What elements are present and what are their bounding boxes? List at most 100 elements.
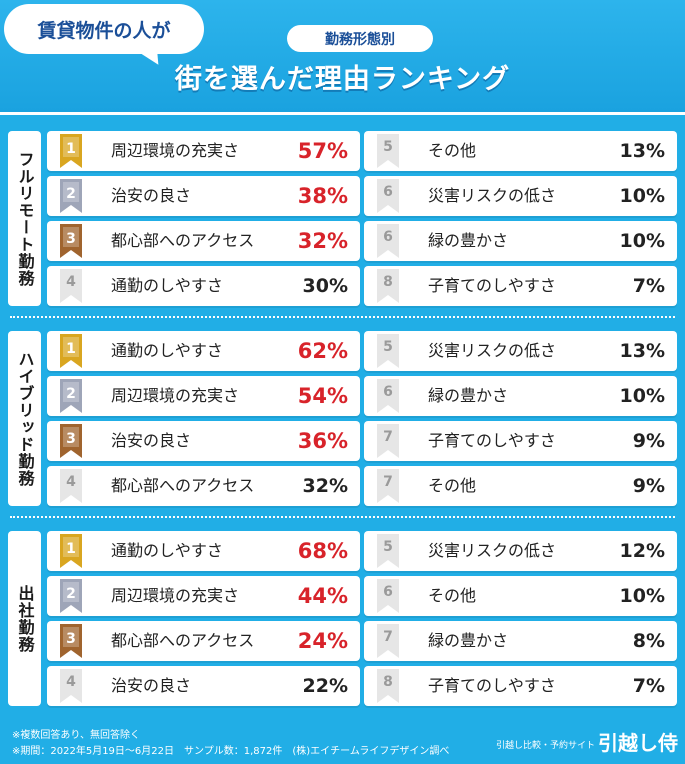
rank-number: 6 — [383, 184, 393, 200]
rank-number: 7 — [383, 474, 393, 490]
ranking-row: 2 治安の良さ 38% — [47, 176, 360, 216]
percentage-value: 10 — [619, 385, 646, 407]
group-label: ハイブリッド勤務 — [15, 350, 35, 487]
reason-percentage: 10% — [620, 176, 666, 216]
reason-percentage: 36% — [298, 421, 348, 461]
rank-number: 1 — [66, 141, 76, 157]
rank-number: 4 — [66, 674, 76, 690]
ranking-row: 3 都心部へのアクセス 24% — [47, 621, 360, 661]
rank-ribbon-icon: 4 — [60, 269, 82, 303]
percentage-value: 57 — [297, 139, 327, 163]
reason-label: 治安の良さ — [111, 186, 192, 205]
rank-medal-icon: 1 — [60, 134, 82, 168]
percentage-unit: % — [326, 539, 348, 563]
reason-percentage: 32% — [303, 466, 349, 506]
percentage-value: 10 — [619, 585, 646, 607]
reason-percentage: 9% — [633, 466, 665, 506]
reason-percentage: 44% — [298, 576, 348, 616]
rank-number: 5 — [383, 139, 393, 155]
footer-note-1: ※複数回答あり、無回答除く — [12, 730, 140, 741]
reason-label: 緑の豊かさ — [428, 231, 509, 250]
reason-label: 通勤のしやすさ — [111, 276, 223, 295]
group-label-box: ハイブリッド勤務 — [8, 331, 41, 506]
percentage-value: 12 — [619, 540, 646, 562]
reason-label: 周辺環境の充実さ — [111, 141, 240, 160]
rank-number: 4 — [66, 274, 76, 290]
percentage-value: 13 — [619, 140, 646, 162]
brand-tagline: 引越し比較・予約サイト — [496, 741, 596, 751]
reason-percentage: 8% — [633, 621, 665, 661]
ranking-row: 6 緑の豊かさ 10% — [364, 376, 677, 416]
percentage-value: 36 — [297, 429, 327, 453]
percentage-value: 30 — [302, 275, 329, 297]
subtitle-pill: 勤務形態別 — [287, 25, 433, 52]
percentage-unit: % — [326, 139, 348, 163]
rank-number: 8 — [383, 674, 393, 690]
reason-label: 緑の豊かさ — [428, 631, 509, 650]
reason-percentage: 38% — [298, 176, 348, 216]
reason-percentage: 10% — [620, 221, 666, 261]
percentage-unit: % — [326, 229, 348, 253]
percentage-value: 7 — [632, 675, 646, 697]
percentage-value: 8 — [632, 630, 646, 652]
rank-number: 7 — [383, 429, 393, 445]
ranking-row: 6 その他 10% — [364, 576, 677, 616]
ranking-row: 3 都心部へのアクセス 32% — [47, 221, 360, 261]
ranking-row: 4 都心部へのアクセス 32% — [47, 466, 360, 506]
rank-medal-icon: 3 — [60, 424, 82, 458]
percentage-unit: % — [645, 475, 665, 497]
rank-number: 6 — [383, 584, 393, 600]
percentage-unit: % — [328, 475, 348, 497]
rank-ribbon-icon: 4 — [60, 469, 82, 503]
rank-number: 6 — [383, 384, 393, 400]
reason-label: その他 — [428, 586, 477, 605]
percentage-unit: % — [328, 675, 348, 697]
reason-percentage: 57% — [298, 131, 348, 171]
group-label-box: フルリモート勤務 — [8, 131, 41, 306]
percentage-unit: % — [645, 630, 665, 652]
reason-percentage: 10% — [620, 576, 666, 616]
rank-number: 2 — [66, 186, 76, 202]
reason-label: 緑の豊かさ — [428, 386, 509, 405]
percentage-unit: % — [645, 340, 665, 362]
rank-number: 5 — [383, 539, 393, 555]
percentage-unit: % — [326, 339, 348, 363]
reason-label: 通勤のしやすさ — [111, 341, 223, 360]
rank-number: 1 — [66, 541, 76, 557]
percentage-value: 38 — [297, 184, 327, 208]
percentage-unit: % — [326, 429, 348, 453]
rank-ribbon-icon: 6 — [377, 579, 399, 613]
rank-number: 7 — [383, 629, 393, 645]
reason-label: 子育てのしやすさ — [428, 276, 556, 295]
percentage-unit: % — [645, 430, 665, 452]
ranking-row: 5 その他 13% — [364, 131, 677, 171]
rank-ribbon-icon: 7 — [377, 424, 399, 458]
reason-label: 通勤のしやすさ — [111, 541, 223, 560]
reason-label: その他 — [428, 141, 477, 160]
ranking-row: 1 通勤のしやすさ 68% — [47, 531, 360, 571]
ranking-row: 2 周辺環境の充実さ 54% — [47, 376, 360, 416]
reason-percentage: 22% — [303, 666, 349, 706]
reason-label: 都心部へのアクセス — [111, 476, 255, 495]
reason-label: その他 — [428, 476, 477, 495]
rank-ribbon-icon: 8 — [377, 269, 399, 303]
reason-percentage: 30% — [303, 266, 349, 306]
rank-number: 2 — [66, 386, 76, 402]
ranking-row: 2 周辺環境の充実さ 44% — [47, 576, 360, 616]
group-label-box: 出社勤務 — [8, 531, 41, 706]
pill-text: 勤務形態別 — [325, 31, 395, 48]
ranking-row: 5 災害リスクの低さ 13% — [364, 331, 677, 371]
percentage-unit: % — [645, 675, 665, 697]
percentage-value: 54 — [297, 384, 327, 408]
reason-percentage: 9% — [633, 421, 665, 461]
ranking-row: 8 子育てのしやすさ 7% — [364, 266, 677, 306]
reason-percentage: 62% — [298, 331, 348, 371]
ranking-row: 3 治安の良さ 36% — [47, 421, 360, 461]
ranking-row: 5 災害リスクの低さ 12% — [364, 531, 677, 571]
rank-number: 6 — [383, 229, 393, 245]
reason-percentage: 13% — [620, 331, 666, 371]
reason-label: 治安の良さ — [111, 676, 192, 695]
percentage-unit: % — [326, 184, 348, 208]
rank-number: 1 — [66, 341, 76, 357]
percentage-value: 32 — [297, 229, 327, 253]
